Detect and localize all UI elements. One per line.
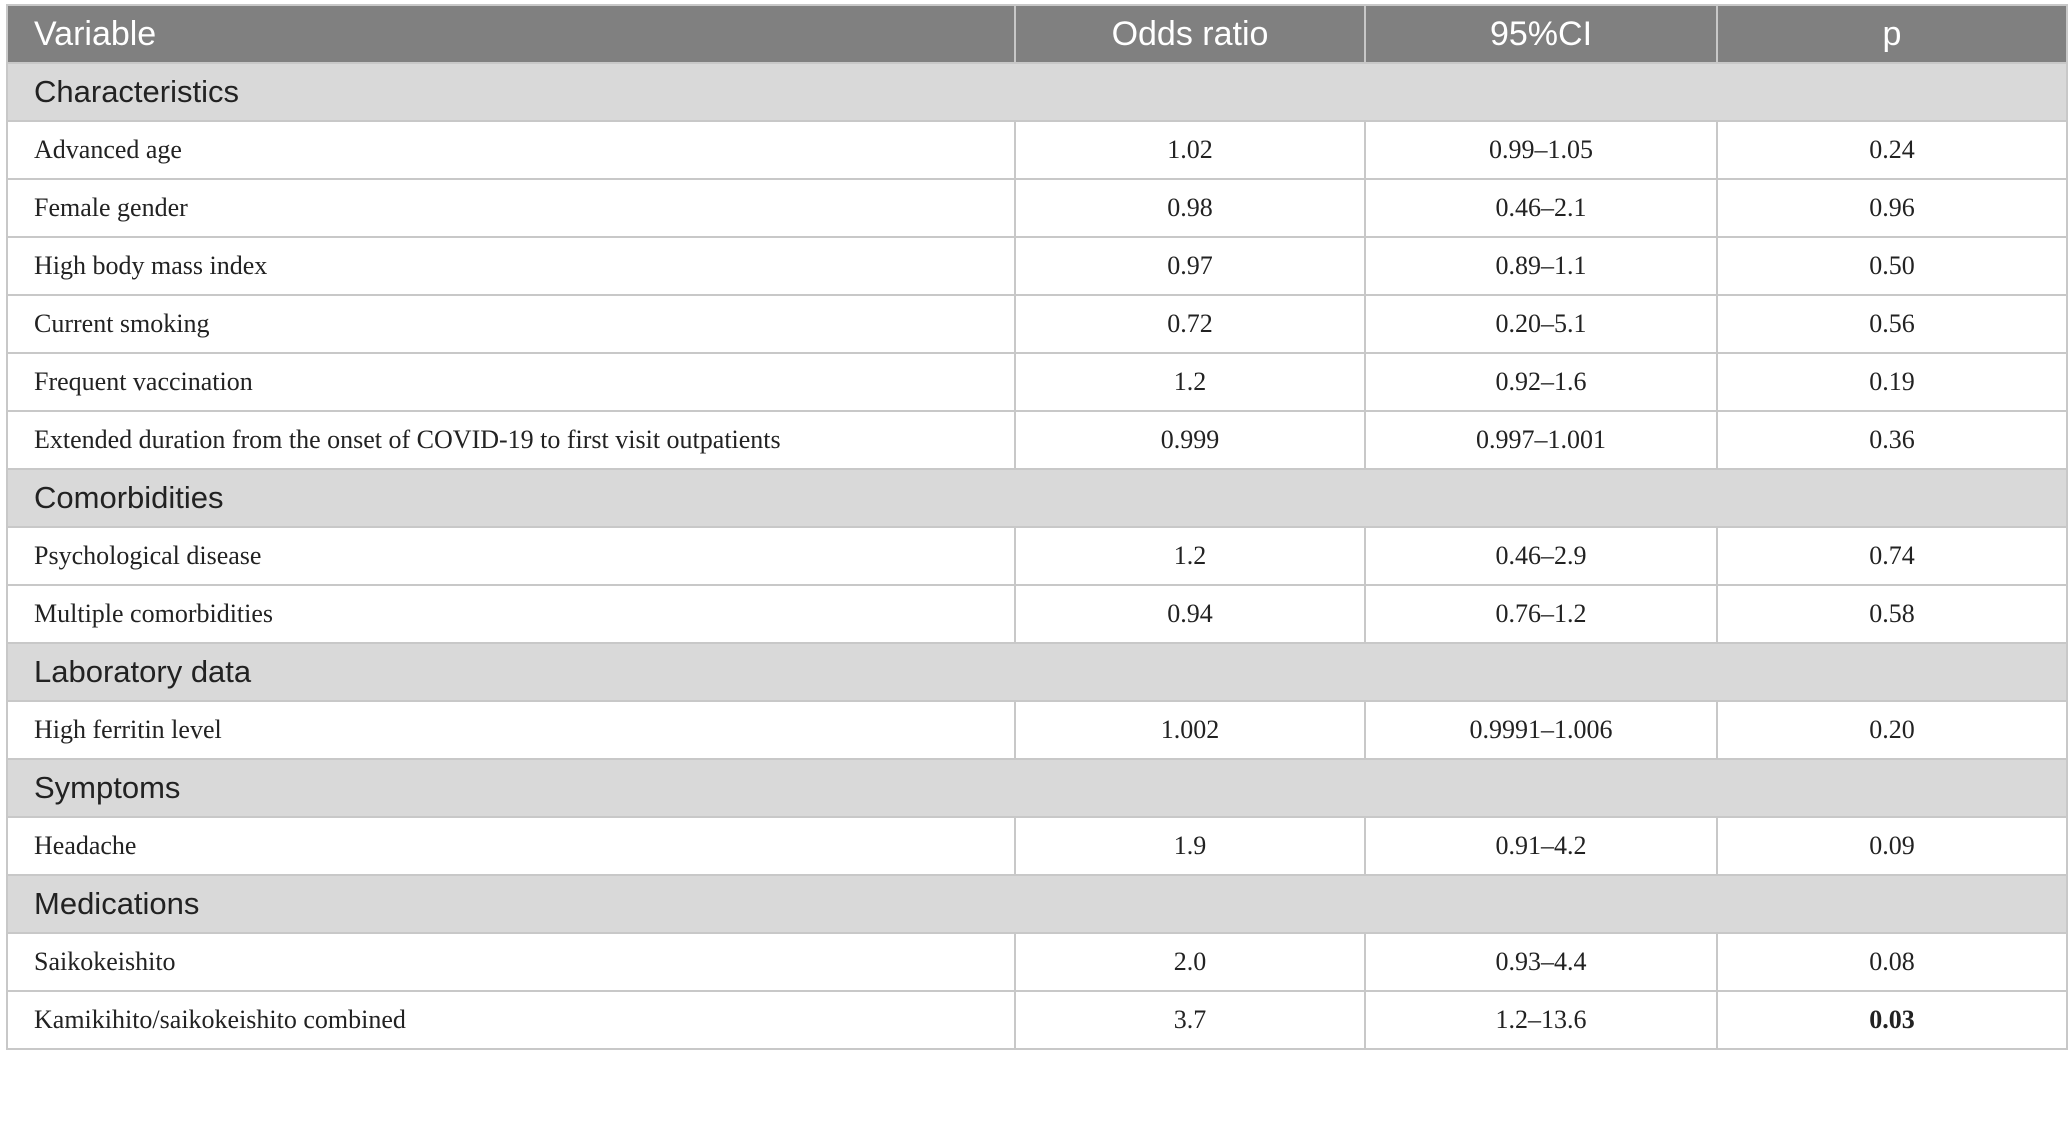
data-row: Frequent vaccination 1.2 0.92–1.6 0.19: [6, 352, 2068, 412]
value-cell: 0.58: [1716, 584, 2068, 644]
data-row: Saikokeishito 2.0 0.93–4.4 0.08: [6, 932, 2068, 992]
odds-ratio-table: Variable Odds ratio 95%CI p Characteristics…: [6, 4, 2068, 1050]
section-title: Comorbidities: [6, 468, 2068, 528]
value-cell: 0.99–1.05: [1364, 120, 1718, 180]
variable-cell: High ferritin level: [6, 700, 1016, 760]
value-cell: 1.9: [1014, 816, 1366, 876]
value-cell: 0.97: [1014, 236, 1366, 296]
data-row: Psychological disease 1.2 0.46–2.9 0.74: [6, 526, 2068, 586]
value-cell: 0.19: [1716, 352, 2068, 412]
value-cell: 0.72: [1014, 294, 1366, 354]
data-row: High body mass index 0.97 0.89–1.1 0.50: [6, 236, 2068, 296]
variable-cell: Advanced age: [6, 120, 1016, 180]
value-cell: 0.93–4.4: [1364, 932, 1718, 992]
value-cell: 0.56: [1716, 294, 2068, 354]
value-cell: 0.9991–1.006: [1364, 700, 1718, 760]
column-header: Odds ratio: [1014, 4, 1366, 64]
variable-cell: Headache: [6, 816, 1016, 876]
value-cell: 0.997–1.001: [1364, 410, 1718, 470]
value-cell: 0.24: [1716, 120, 2068, 180]
data-row: Advanced age 1.02 0.99–1.05 0.24: [6, 120, 2068, 180]
value-cell: 0.46–2.1: [1364, 178, 1718, 238]
value-cell: 0.36: [1716, 410, 2068, 470]
variable-cell: Saikokeishito: [6, 932, 1016, 992]
variable-cell: Extended duration from the onset of COVI…: [6, 410, 1016, 470]
value-cell: 0.89–1.1: [1364, 236, 1718, 296]
value-cell: 1.002: [1014, 700, 1366, 760]
value-cell: 2.0: [1014, 932, 1366, 992]
value-cell: 0.92–1.6: [1364, 352, 1718, 412]
section-row: Characteristics: [6, 62, 2068, 122]
value-cell: 3.7: [1014, 990, 1366, 1050]
column-header: 95%CI: [1364, 4, 1718, 64]
value-cell: 0.20–5.1: [1364, 294, 1718, 354]
value-cell: 1.02: [1014, 120, 1366, 180]
column-header: p: [1716, 4, 2068, 64]
variable-cell: Current smoking: [6, 294, 1016, 354]
value-cell: 0.76–1.2: [1364, 584, 1718, 644]
value-cell: 0.09: [1716, 816, 2068, 876]
value-cell: 0.98: [1014, 178, 1366, 238]
value-cell: 0.999: [1014, 410, 1366, 470]
value-cell: 0.91–4.2: [1364, 816, 1718, 876]
section-row: Laboratory data: [6, 642, 2068, 702]
data-row: High ferritin level 1.002 0.9991–1.006 0.20: [6, 700, 2068, 760]
value-cell: 0.96: [1716, 178, 2068, 238]
value-cell: 1.2: [1014, 526, 1366, 586]
value-cell: 0.74: [1716, 526, 2068, 586]
value-cell: 0.46–2.9: [1364, 526, 1718, 586]
section-row: Comorbidities: [6, 468, 2068, 528]
value-cell: 0.20: [1716, 700, 2068, 760]
value-cell: 0.08: [1716, 932, 2068, 992]
data-row: Multiple comorbidities 0.94 0.76–1.2 0.58: [6, 584, 2068, 644]
variable-cell: Frequent vaccination: [6, 352, 1016, 412]
value-cell: 1.2–13.6: [1364, 990, 1718, 1050]
section-title: Laboratory data: [6, 642, 2068, 702]
section-row: Medications: [6, 874, 2068, 934]
section-row: Symptoms: [6, 758, 2068, 818]
section-title: Characteristics: [6, 62, 2068, 122]
header-row: Variable Odds ratio 95%CI p: [6, 4, 2068, 64]
variable-cell: Female gender: [6, 178, 1016, 238]
value-cell: 0.94: [1014, 584, 1366, 644]
data-row: Kamikihito/saikokeishito combined 3.7 1.2–…: [6, 990, 2068, 1050]
section-title: Symptoms: [6, 758, 2068, 818]
variable-cell: Psychological disease: [6, 526, 1016, 586]
data-row: Female gender 0.98 0.46–2.1 0.96: [6, 178, 2068, 238]
variable-cell: Multiple comorbidities: [6, 584, 1016, 644]
data-row: Current smoking 0.72 0.20–5.1 0.56: [6, 294, 2068, 354]
value-cell: 0.03: [1716, 990, 2068, 1050]
section-title: Medications: [6, 874, 2068, 934]
value-cell: 1.2: [1014, 352, 1366, 412]
data-row: Headache 1.9 0.91–4.2 0.09: [6, 816, 2068, 876]
variable-cell: Kamikihito/saikokeishito combined: [6, 990, 1016, 1050]
data-row: Extended duration from the onset of COVI…: [6, 410, 2068, 470]
value-cell: 0.50: [1716, 236, 2068, 296]
column-header: Variable: [6, 4, 1016, 64]
variable-cell: High body mass index: [6, 236, 1016, 296]
